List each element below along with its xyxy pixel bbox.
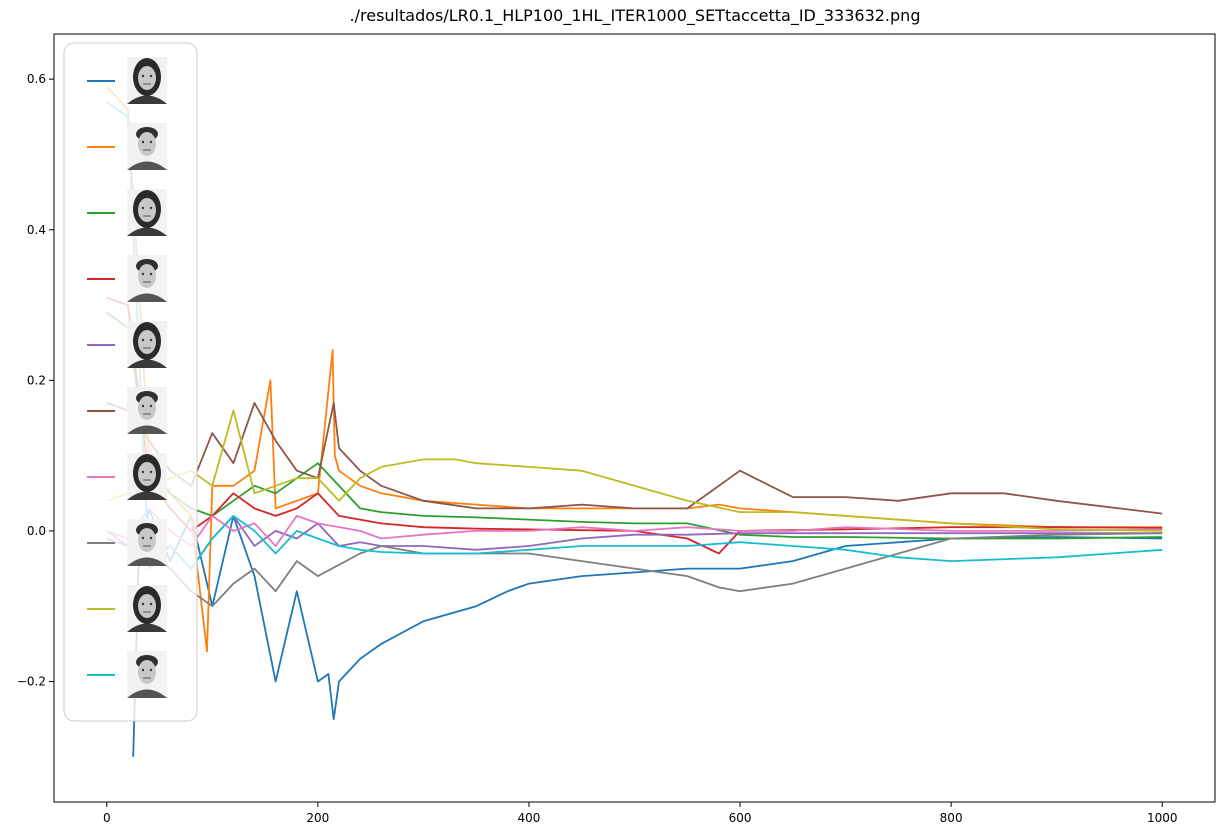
y-tick-label: 0.0 <box>27 524 46 538</box>
legend-face-female-smiling-face <box>127 189 167 236</box>
legend-face-male-calm-face <box>127 651 167 698</box>
legend-face-male-neutral-face <box>127 123 167 170</box>
y-tick-label: −0.2 <box>17 675 46 689</box>
legend-face-female-neutral-face <box>127 57 167 104</box>
y-tick-label: 0.4 <box>27 223 46 237</box>
y-tick-label: 0.2 <box>27 373 46 387</box>
legend-face-male-screaming-face <box>127 387 167 434</box>
x-tick-label: 800 <box>940 811 963 825</box>
legend-face-female-calm-face <box>127 585 167 632</box>
y-tick-label: 0.6 <box>27 72 46 86</box>
x-tick-label: 0 <box>103 811 111 825</box>
series-line-9 <box>106 101 1163 570</box>
x-tick-label: 200 <box>306 811 329 825</box>
legend <box>63 42 198 722</box>
series-line-5 <box>106 401 1163 515</box>
series-line-0 <box>132 507 1163 757</box>
series-line-8 <box>106 409 1163 532</box>
chart-title: ./resultados/LR0.1_HLP100_1HL_ITER1000_S… <box>349 6 921 25</box>
x-tick-label: 1000 <box>1147 811 1178 825</box>
x-tick-label: 600 <box>729 811 752 825</box>
plot-area <box>53 33 1216 803</box>
x-tick-label: 400 <box>518 811 541 825</box>
legend-face-male-smiling-face <box>127 255 167 302</box>
series-line-1 <box>106 86 1163 653</box>
legend-face-female-frowning-face <box>127 321 167 368</box>
legend-face-female-surprised-face <box>127 453 167 500</box>
legend-face-male-surprised-face <box>127 519 167 566</box>
